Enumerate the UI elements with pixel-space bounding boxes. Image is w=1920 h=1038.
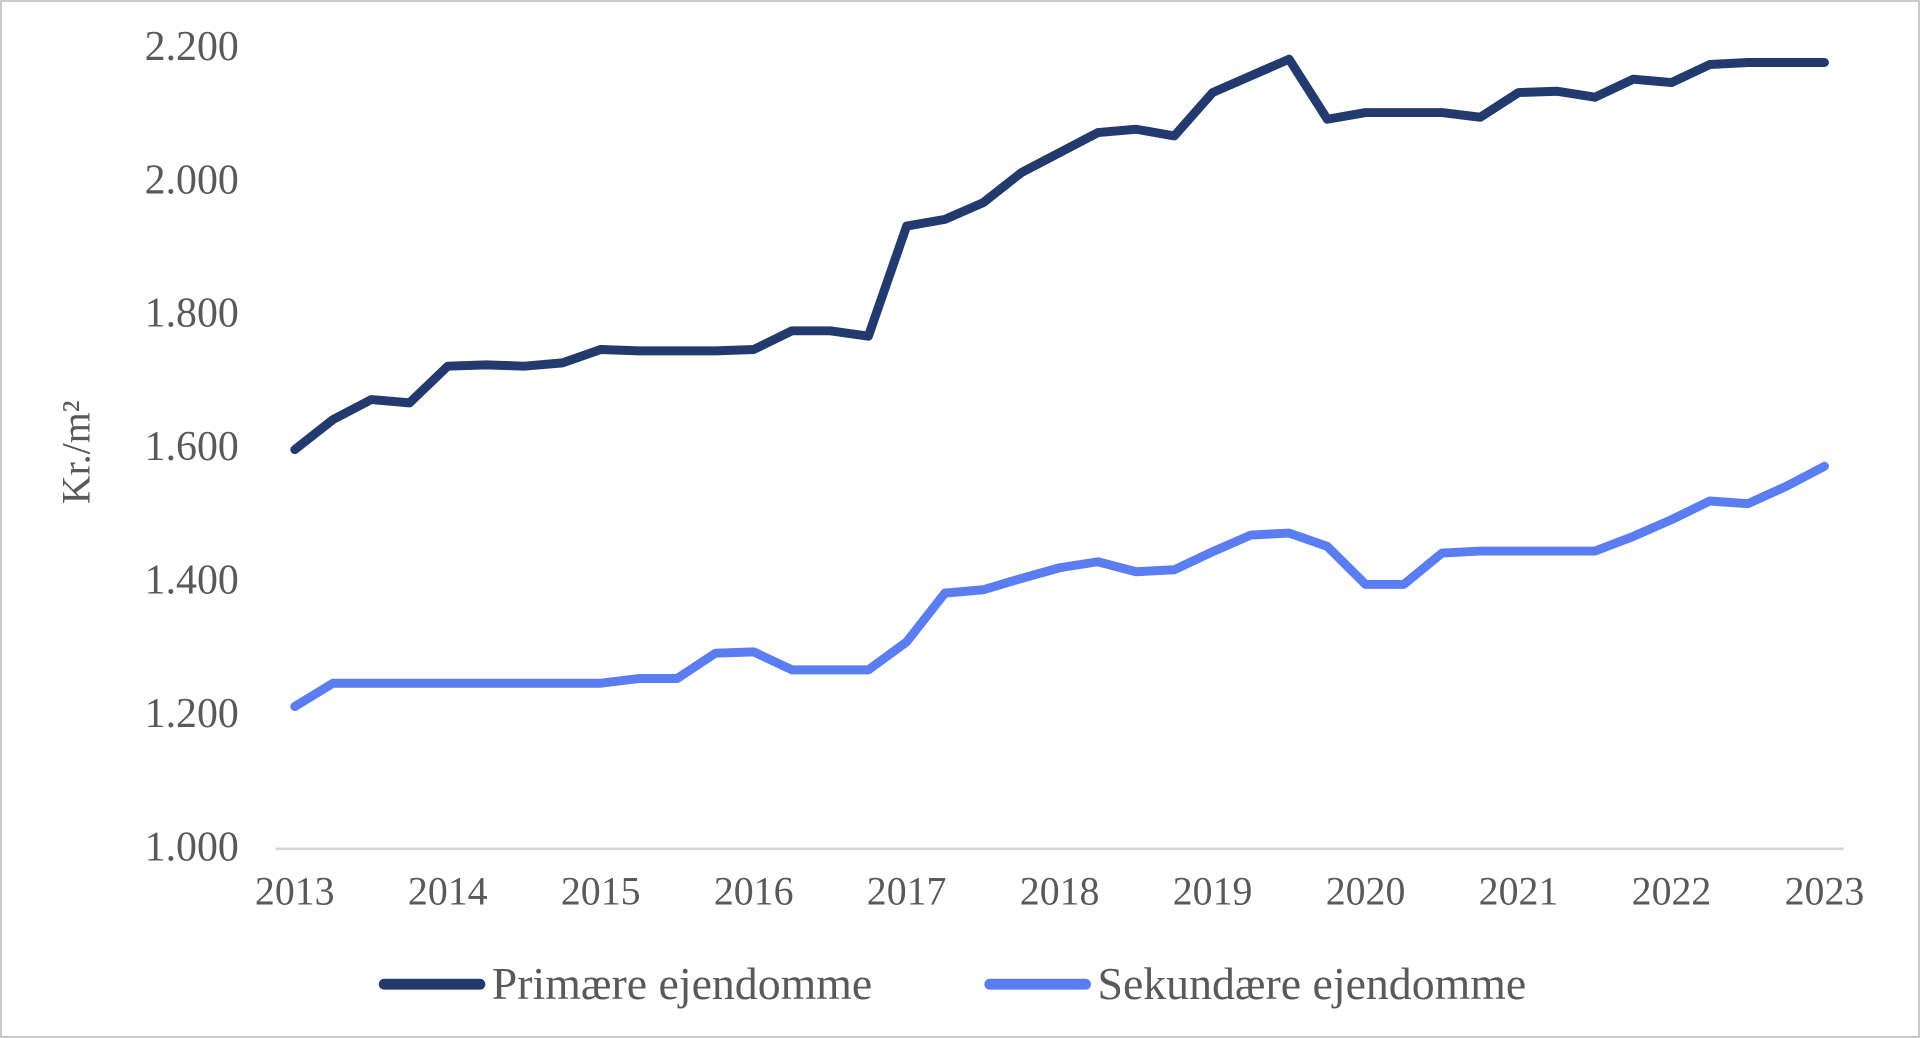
y-tick-label: 2.200 [145,24,239,70]
x-tick-label: 2016 [714,869,794,914]
y-tick-label: 1.000 [145,825,239,871]
series-line-prim-re-ejendomme [290,54,1829,455]
legend-label-sekundaere: Sekundære ejendomme [1097,958,1526,1009]
x-tick-label: 2014 [408,869,488,914]
x-tick-label: 2017 [867,869,947,914]
series-line-sekund-re-ejendomme [290,461,1829,712]
y-axis-tick-labels: 1.000 1.200 1.400 1.600 1.800 2.000 2.200 [145,24,239,871]
x-tick-label: 2019 [1173,869,1253,914]
x-tick-label: 2023 [1785,869,1865,914]
x-tick-label: 2022 [1632,869,1712,914]
y-axis-title: Kr./m² [53,400,98,504]
y-tick-label: 1.800 [145,291,239,337]
x-tick-label: 2021 [1479,869,1559,914]
y-tick-label: 1.200 [145,691,239,737]
x-tick-label: 2013 [255,869,335,914]
x-tick-label: 2020 [1326,869,1406,914]
x-tick-label: 2018 [1020,869,1100,914]
y-tick-label: 1.600 [145,424,239,470]
legend: Primære ejendomme Sekundære ejendomme [378,958,1526,1009]
y-tick-label: 2.000 [145,157,239,203]
legend-label-primaere: Primære ejendomme [492,958,872,1009]
y-tick-label: 1.400 [145,558,239,604]
x-axis-tick-labels: 2013 2014 2015 2016 2017 2018 2019 2020 2021 2022… [255,869,1864,914]
x-tick-label: 2015 [561,869,641,914]
plot-area [290,54,1829,712]
